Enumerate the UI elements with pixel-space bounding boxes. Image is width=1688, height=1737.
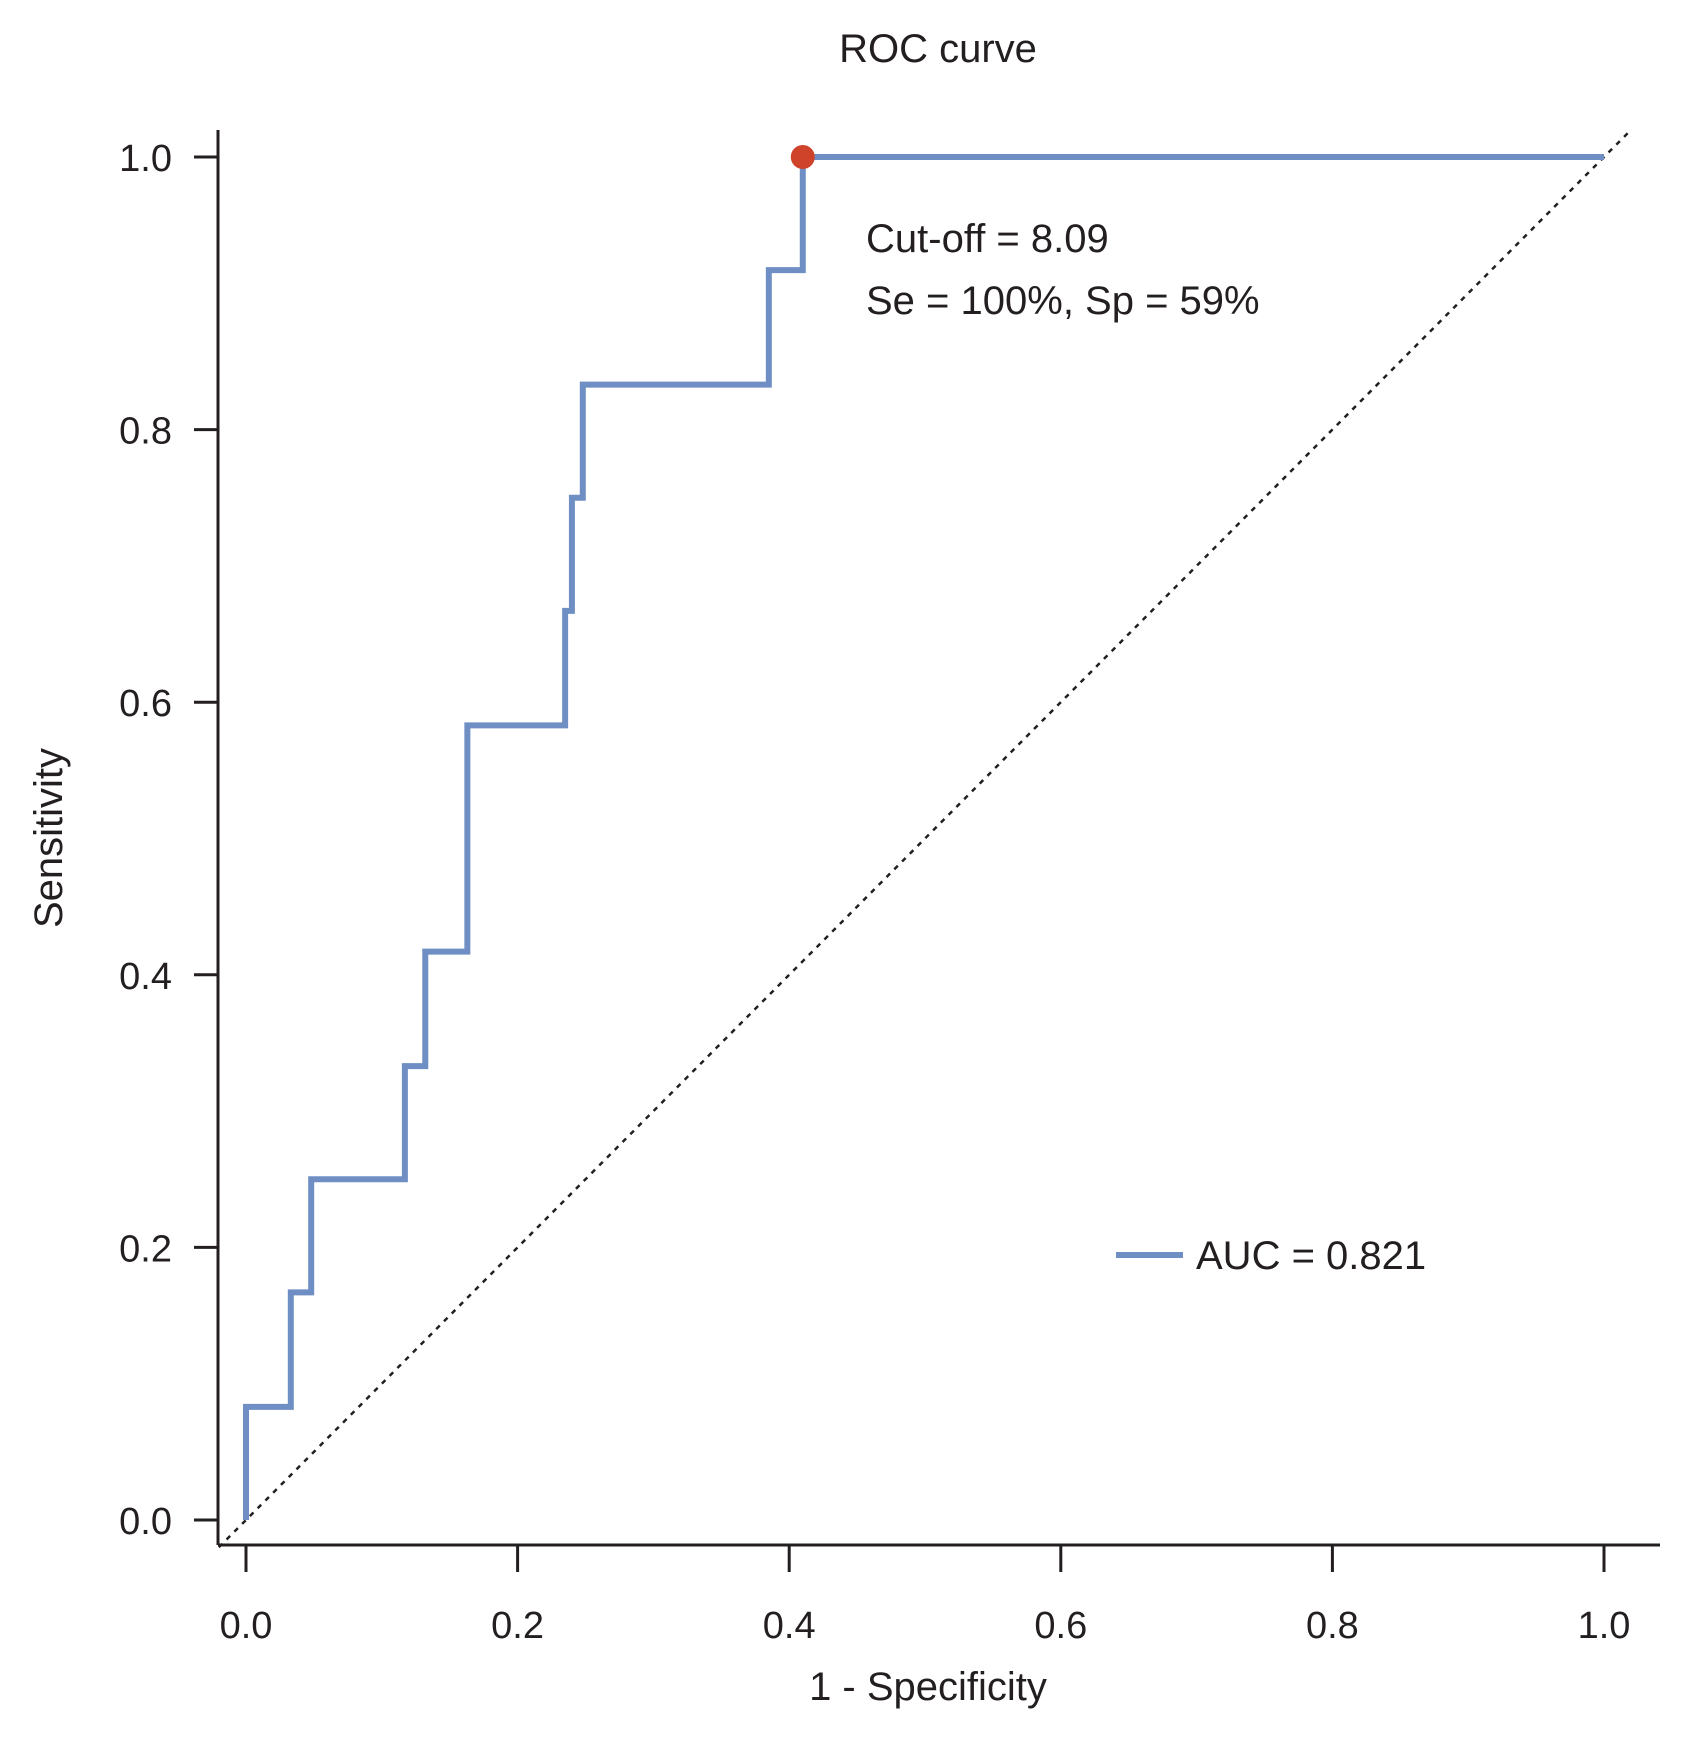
y-tick-label: 0.4 bbox=[119, 956, 172, 998]
legend: AUC = 0.821 bbox=[1116, 1234, 1426, 1278]
y-tick-label: 0.2 bbox=[119, 1228, 172, 1270]
y-tick-label: 0.8 bbox=[119, 411, 172, 453]
y-ticks: 0.0 0.2 0.4 0.6 0.8 1.0 bbox=[119, 138, 218, 1543]
y-tick-label: 0.6 bbox=[119, 683, 172, 725]
legend-label: AUC = 0.821 bbox=[1196, 1234, 1426, 1278]
x-tick-label: 0.4 bbox=[763, 1605, 816, 1647]
x-ticks: 0.0 0.2 0.4 0.6 0.8 1.0 bbox=[220, 1545, 1631, 1647]
x-axis-title: 1 - Specificity bbox=[809, 1665, 1047, 1709]
x-tick-label: 0.8 bbox=[1306, 1605, 1359, 1647]
y-tick-label: 1.0 bbox=[119, 138, 172, 180]
x-tick-label: 0.2 bbox=[491, 1605, 544, 1647]
roc-series-line bbox=[243, 154, 1604, 1520]
x-tick-label: 0.0 bbox=[220, 1605, 273, 1647]
cutoff-point bbox=[790, 145, 815, 169]
chart-title: ROC curve bbox=[839, 27, 1037, 71]
plot-area: 0.0 0.2 0.4 0.6 0.8 1.0 0.0 0.2 0.4 0.6 0.8 1.0 bbox=[119, 128, 1660, 1647]
se-sp-annotation: Se = 100%, Sp = 59% bbox=[866, 279, 1260, 323]
reference-diagonal-line bbox=[217, 128, 1633, 1549]
y-axis-title: Sensitivity bbox=[27, 748, 71, 928]
y-tick-label: 0.0 bbox=[119, 1501, 172, 1543]
cutoff-annotation: Cut-off = 8.09 bbox=[866, 217, 1109, 261]
x-tick-label: 1.0 bbox=[1578, 1605, 1631, 1647]
x-tick-label: 0.6 bbox=[1034, 1605, 1087, 1647]
